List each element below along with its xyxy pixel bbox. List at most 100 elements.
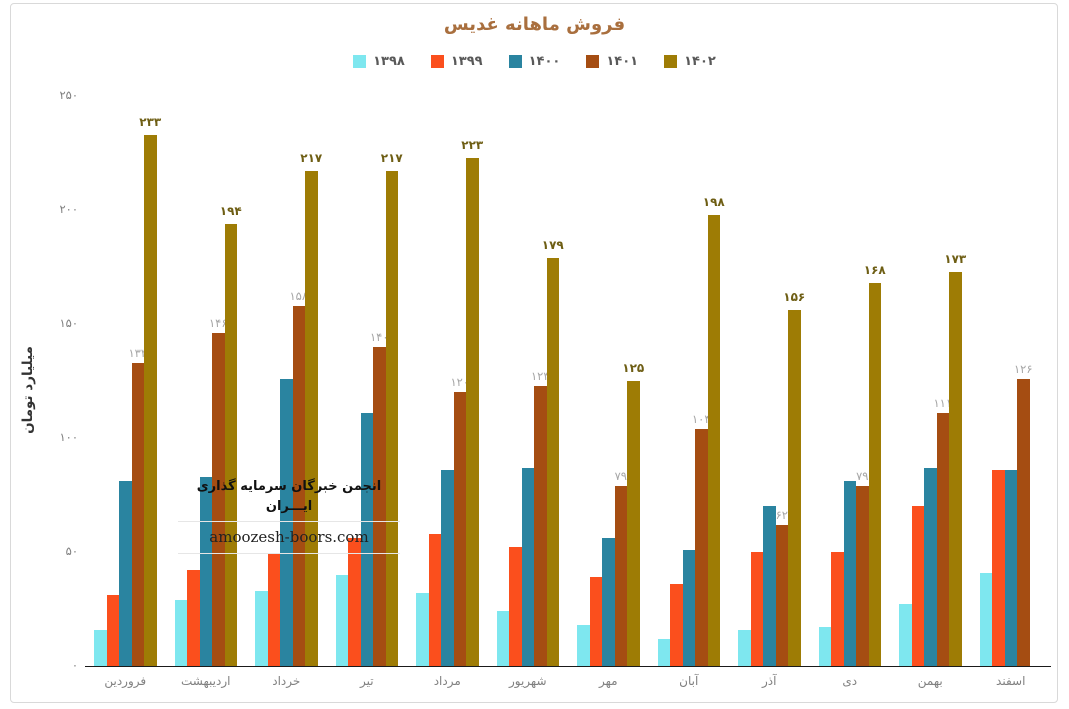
bar-1400-m4 (360, 412, 373, 666)
value-label-1401-m3: ۱۵۸ (289, 288, 309, 303)
bar-group-m8: ۱۰۴ ۱۹۸ (649, 96, 730, 666)
bar-1401-m6 (534, 385, 547, 666)
bar-group-m7: ۷۹ ۱۲۵ (568, 96, 649, 666)
bar-1402-m1 (144, 134, 157, 666)
value-label-1402-m6: ۱۷۹ (541, 237, 564, 252)
bar-1400-m3 (280, 378, 293, 666)
bar-1399-m2 (187, 570, 200, 666)
watermark-divider-bottom (178, 553, 400, 554)
value-label-1402-m4: ۲۱۷ (380, 151, 403, 166)
watermark-line2: amoozesh-boors.com (209, 528, 369, 546)
bar-1400-m10 (843, 481, 856, 666)
bar-1398-m10 (818, 627, 831, 666)
bar-1400-m11 (924, 467, 937, 666)
bar-1399-m1 (106, 595, 119, 666)
x-axis-labels: فروردین اردیبهشت خرداد تیر مرداد شهریور مهر آبا… (85, 674, 1051, 688)
bar-1398-m12 (979, 572, 992, 666)
bar-1400-m2 (199, 476, 212, 666)
bar-1400-m7 (602, 538, 615, 666)
bar-1401-m4 (373, 346, 386, 666)
chart-title: فروش ماهانه غدیس (443, 14, 626, 35)
value-label-1401-m4: ۱۴۰ (369, 329, 389, 344)
legend-label-1401: ۱۴۰۱ (606, 54, 639, 69)
y-axis-ticks: ۲۵۰ ۲۰۰ ۱۵۰ ۱۰۰ ۵۰ ۰ (30, 0, 78, 709)
watermark-divider-top (178, 521, 400, 522)
value-label-1401-m8: ۱۰۴ (691, 411, 711, 426)
bar-1401-m10 (856, 485, 869, 666)
legend-swatch-1399 (430, 55, 444, 68)
bar-group-m3: ۱۵۸ ۲۱۷ (246, 96, 327, 666)
bar-1402-m4 (385, 171, 398, 666)
value-label-1402-m5: ۲۲۳ (461, 137, 484, 152)
value-label-1401-m7: ۷۹ (614, 468, 627, 483)
bar-1400-m6 (521, 467, 534, 666)
bar-group-m5: ۱۲۰ ۲۲۳ (407, 96, 488, 666)
bar-1401-m2 (212, 333, 225, 666)
value-label-1402-m9: ۱۵۶ (783, 290, 806, 305)
value-label-1402-m3: ۲۱۷ (300, 151, 323, 166)
legend-item-1400: ۱۴۰۰ (508, 54, 560, 69)
legend-item-1401: ۱۴۰۱ (586, 54, 638, 69)
y-tick-5: ۰ (71, 658, 78, 672)
legend-item-1398: ۱۳۹۸ (353, 54, 405, 69)
bar-1401-m7 (614, 485, 627, 666)
bar-1399-m8 (670, 583, 683, 666)
value-label-1401-m10: ۷۹ (856, 468, 869, 483)
bar-1402-m3 (305, 171, 318, 666)
value-label-1401-m9: ۶۲ (775, 507, 788, 522)
x-label-m8: آبان (679, 674, 699, 688)
x-label-m7: مهر (598, 674, 618, 688)
bar-group-m9: ۶۲ ۱۵۶ (729, 96, 810, 666)
bar-1398-m11 (899, 604, 912, 666)
bar-1398-m3 (255, 590, 268, 666)
legend-swatch-1400 (508, 55, 522, 68)
bar-1398-m1 (94, 629, 107, 666)
bar-1398-m2 (174, 599, 187, 666)
bar-group-m1: ۱۳۳ ۲۳۳ (85, 96, 166, 666)
value-label-1402-m7: ۱۲۵ (622, 361, 645, 375)
bar-group-m2: ۱۴۶ ۱۹۴ (166, 96, 247, 666)
bar-1402-m8 (707, 214, 720, 666)
bar-1402-m10 (868, 282, 881, 666)
x-label-m2: اردیبهشت (181, 674, 231, 688)
bar-group-m12: ۱۲۶ (971, 96, 1052, 666)
legend-label-1398: ۱۳۹۸ (373, 54, 405, 69)
legend: ۱۳۹۸ ۱۳۹۹ ۱۴۰۰ ۱۴۰۱ ۱۴۰۲ (0, 54, 1069, 69)
legend-swatch-1398 (353, 55, 367, 68)
bar-1399-m6 (509, 547, 522, 666)
value-label-1402-m10: ۱۶۸ (863, 262, 886, 277)
value-label-1401-m6: ۱۲۳ (530, 368, 550, 383)
bar-1399-m7 (589, 577, 602, 666)
bar-group-m6: ۱۲۳ ۱۷۹ (488, 96, 569, 666)
value-label-1401-m1: ۱۳۳ (128, 345, 148, 360)
bar-1400-m5 (441, 469, 454, 666)
x-label-m5: مرداد (433, 674, 461, 688)
bar-1402-m2 (224, 223, 237, 666)
bar-group-m11: ۱۱۱ ۱۷۳ (890, 96, 971, 666)
legend-label-1402: ۱۴۰۲ (684, 54, 716, 69)
x-label-m4: تیر (359, 674, 374, 688)
bar-1402-m5 (466, 157, 479, 666)
bar-1399-m12 (992, 469, 1005, 666)
legend-swatch-1401 (586, 55, 600, 68)
y-tick-3: ۱۰۰ (59, 430, 78, 444)
bar-1399-m5 (428, 533, 441, 666)
bar-1400-m9 (763, 506, 776, 666)
bar-1401-m3 (292, 305, 305, 666)
legend-swatch-1402 (664, 55, 678, 68)
bar-1401-m1 (131, 362, 144, 666)
bar-1400-m8 (682, 549, 695, 666)
y-tick-2: ۱۵۰ (59, 316, 78, 330)
value-label-1401-m11: ۱۱۱ (933, 395, 953, 410)
value-label-1402-m1: ۲۳۳ (139, 114, 162, 129)
bar-1400-m1 (119, 481, 132, 666)
bar-1402-m9 (788, 310, 801, 666)
bar-1401-m12 (1017, 378, 1030, 666)
watermark: انجمن خبرگان سرمایه گذاری ایـــران amooz… (178, 477, 400, 559)
bar-1399-m9 (750, 552, 763, 666)
value-label-1401-m5: ۱۲۰ (450, 375, 470, 390)
value-label-1402-m2: ۱۹۴ (219, 203, 242, 218)
bar-1400-m12 (1004, 469, 1017, 666)
bar-1399-m10 (831, 552, 844, 666)
